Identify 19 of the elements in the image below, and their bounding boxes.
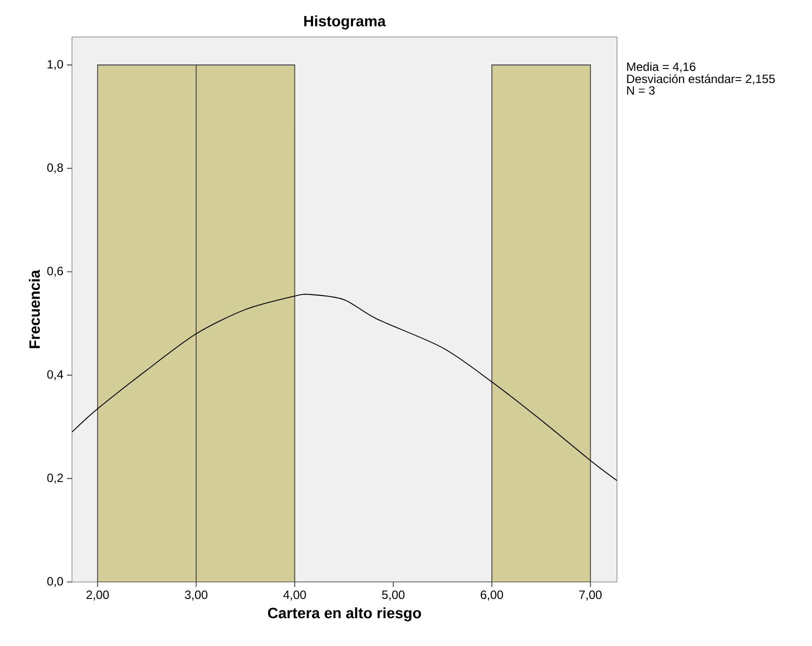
text: N = 3 [627, 86, 655, 95]
line-series [72, 294, 618, 482]
chart-title: Histograma [304, 15, 386, 30]
x-tick-label: 7,00 [579, 590, 602, 600]
x-tick-label: 4,00 [283, 590, 306, 600]
y-tick-label: 0,8 [47, 163, 63, 174]
y-tick-label: 0,4 [47, 370, 64, 380]
text: Media = 4,16 [627, 62, 696, 72]
x-tick-label: 5,00 [382, 590, 404, 600]
y-tick-label: 1,0 [48, 60, 64, 70]
y-tick-label: 0,0 [47, 577, 64, 587]
y-tick-label: 0,6 [47, 266, 63, 277]
x-tick-label: 3,00 [184, 590, 208, 600]
text: Desviación estándar= 2,155 [627, 74, 775, 85]
y-axis-title: Frecuencia [28, 270, 40, 348]
y-tick-label: 0,2 [47, 474, 63, 484]
x-axis-title: Cartera en alto riesgo [268, 607, 422, 622]
x-tick-label: 2,00 [86, 590, 109, 600]
x-tick-label: 6,00 [480, 590, 504, 600]
